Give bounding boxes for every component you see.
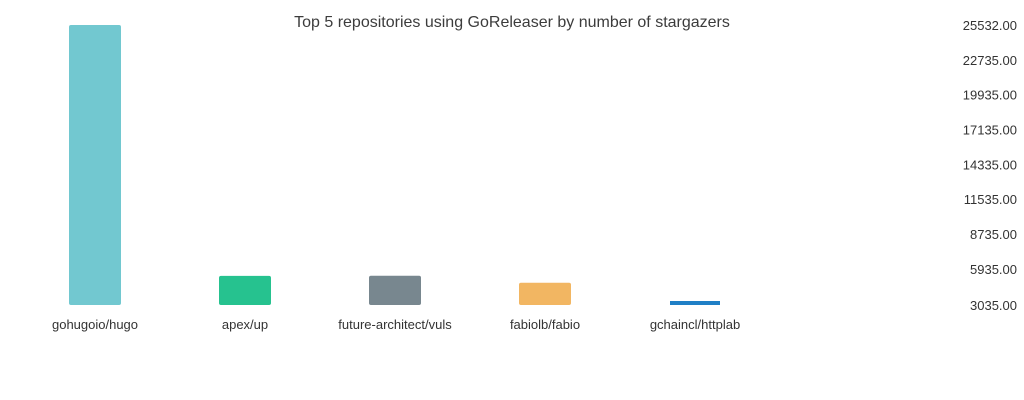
chart-title: Top 5 repositories using GoReleaser by n… [294,14,730,31]
x-tick-label: gohugoio/hugo [52,317,138,332]
y-axis: 3035.00 5935.00 8735.00 11535.00 14335.00 171… [963,18,1017,313]
x-tick-label: apex/up [222,317,268,332]
y-tick-label: 14335.00 [963,157,1017,172]
bar-gchaincl-httplab [670,301,720,305]
y-tick-label: 11535.00 [964,192,1017,207]
y-tick-label: 19935.00 [963,88,1017,103]
y-tick-label: 17135.00 [963,123,1017,138]
y-tick-label: 22735.00 [963,53,1017,68]
x-tick-label: fabiolb/fabio [510,317,580,332]
x-tick-label: gchaincl/httplab [650,317,740,332]
y-tick-label: 25532.00 [963,18,1017,33]
bars [69,25,720,305]
y-tick-label: 5935.00 [970,262,1017,277]
x-tick-label: future-architect/vuls [338,317,452,332]
bar-gohugoio-hugo [69,25,121,305]
bar-future-architect-vuls [369,275,421,305]
bar-apex-up [219,275,271,305]
bar-fabiolb-fabio [519,282,571,305]
y-tick-label: 8735.00 [970,227,1017,242]
x-axis: gohugoio/hugo apex/up future-architect/vul… [52,317,740,332]
y-tick-label: 3035.00 [970,298,1017,313]
